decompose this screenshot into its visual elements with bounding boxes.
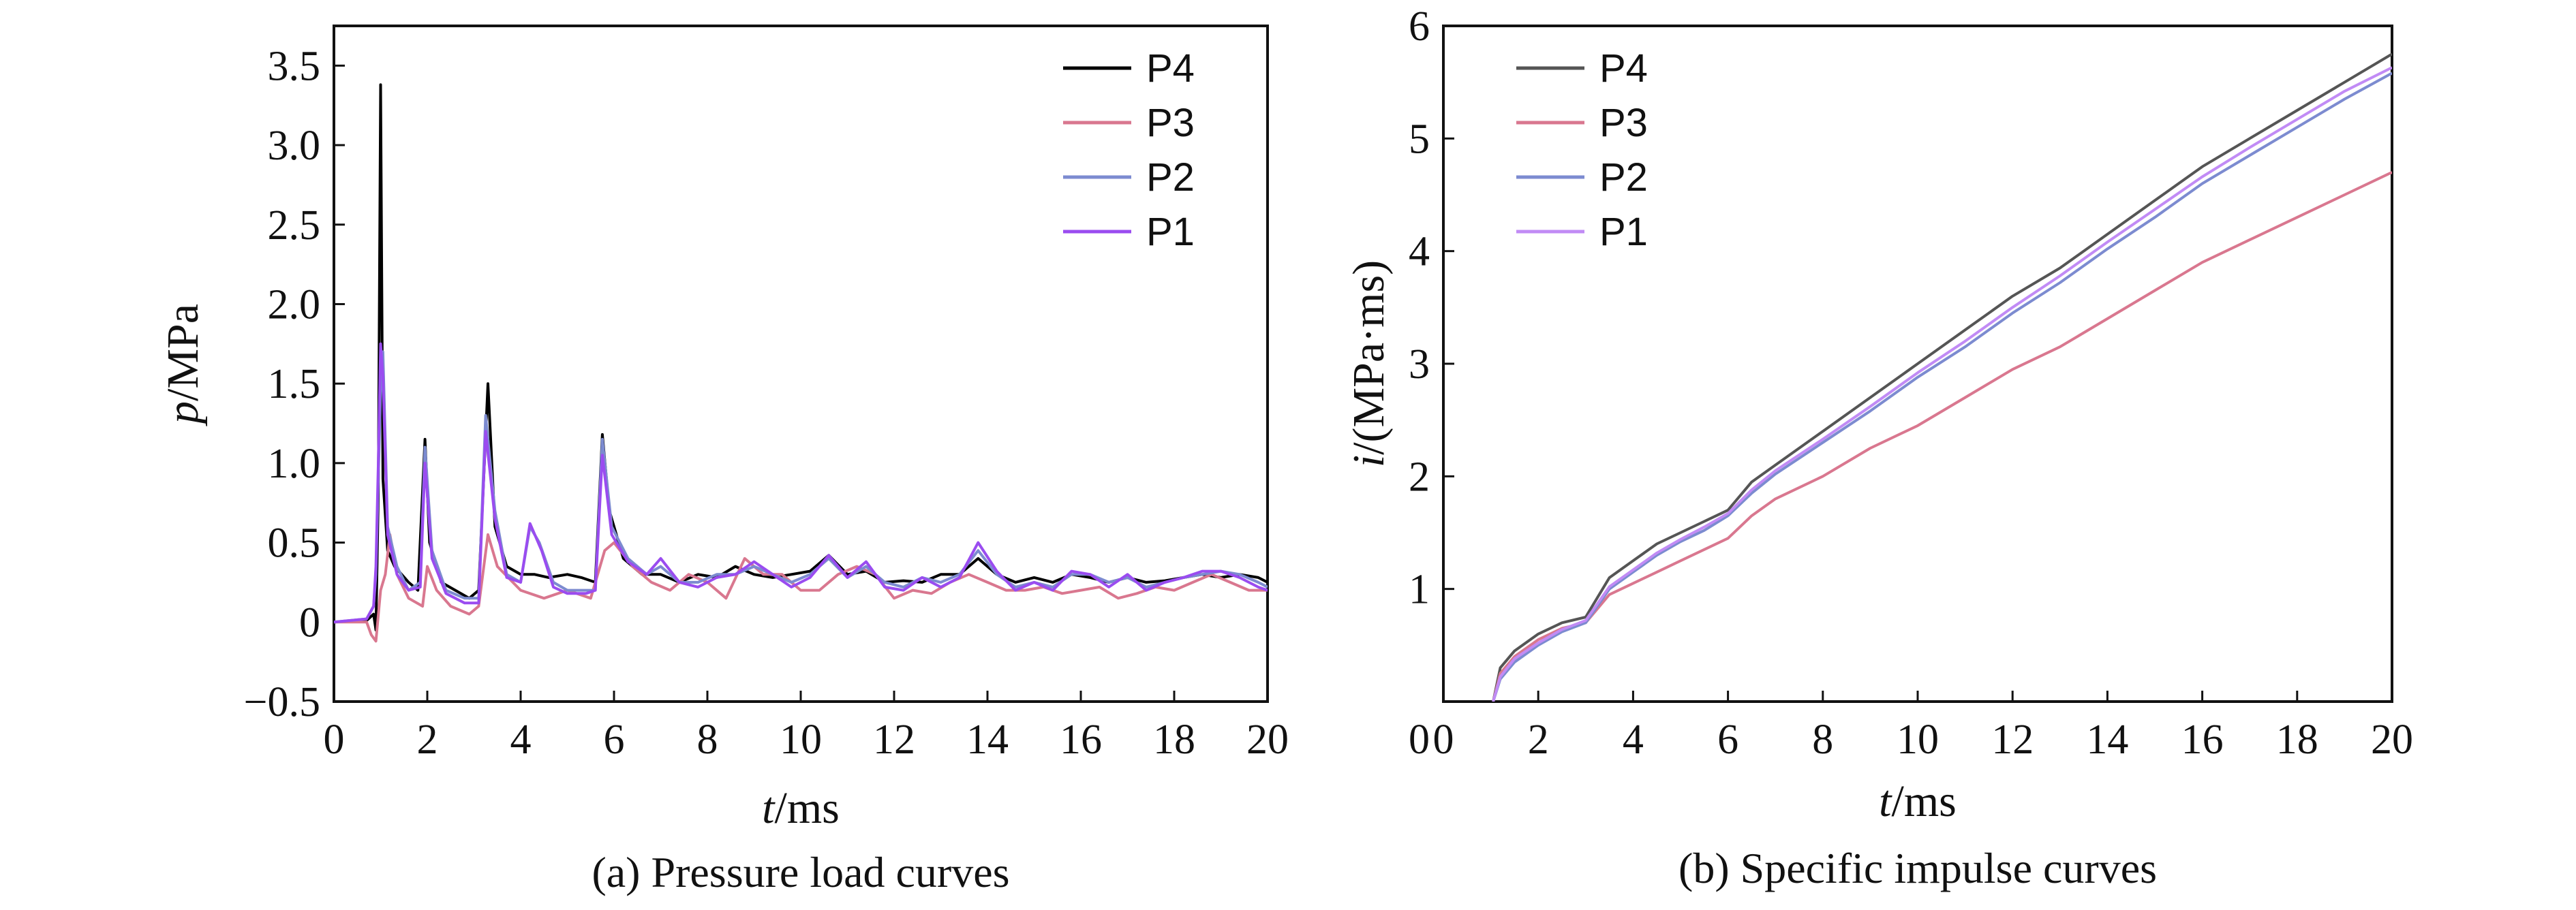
- y-tick-label: 1: [1409, 567, 1430, 613]
- plot-frame: [333, 25, 1269, 703]
- x-tick-label: 10: [780, 717, 822, 763]
- chart-caption: (b) Specific impulse curves: [1678, 844, 2157, 892]
- y-axis-variable: i: [1344, 455, 1394, 467]
- x-tick-label: 16: [2181, 717, 2224, 763]
- chart-caption: (a) Pressure load curves: [592, 848, 1009, 896]
- series-line-p2: [1492, 72, 2392, 702]
- x-tick-label: 10: [1897, 717, 1939, 763]
- series-line-p1: [334, 342, 1268, 624]
- x-tick-label: 6: [604, 717, 625, 763]
- y-tick-label: 3.0: [268, 123, 321, 169]
- series-line-p1: [1492, 66, 2392, 702]
- x-tick-label: 8: [1812, 717, 1833, 763]
- x-axis-variable: t: [1879, 776, 1892, 826]
- x-tick-label: 18: [1153, 717, 1195, 763]
- series-line-p4: [1492, 52, 2392, 702]
- x-tick-label: 12: [873, 717, 915, 763]
- series-lines: [334, 83, 1268, 643]
- x-tick-label: 12: [1991, 717, 2034, 763]
- x-tick-label: 14: [2086, 717, 2128, 763]
- x-axis-unit: /ms: [1891, 776, 1956, 826]
- x-tick-label: 0: [1433, 717, 1454, 763]
- y-axis-label: i/(MPa·ms): [1344, 260, 1394, 467]
- x-tick-label: 18: [2276, 717, 2318, 763]
- x-tick-label: 2: [1528, 717, 1549, 763]
- y-tick-label: 1.0: [268, 441, 321, 487]
- y-tick-label: 0: [299, 599, 320, 646]
- y-tick-label: 6: [1409, 3, 1430, 50]
- x-axis-unit: /ms: [774, 783, 839, 833]
- x-tick-label: 16: [1060, 717, 1102, 763]
- x-tick-label: 4: [510, 717, 532, 763]
- y-tick-label: 1.5: [268, 361, 321, 407]
- y-tick-label: 2.0: [268, 281, 321, 328]
- legend-label-p1: P1: [1599, 210, 1648, 254]
- pressure-chart: 0 2 4 6 8 10 12 14 16 18 20−0.500.51.01.52.02.53.0…: [158, 25, 1289, 896]
- y-tick-label: 5: [1409, 116, 1430, 162]
- y-axis-unit: /(MPa·ms): [1344, 260, 1394, 455]
- origin-tick-label: 0: [1409, 717, 1430, 763]
- x-tick-label: 0: [324, 717, 345, 763]
- legend-label-p4: P4: [1146, 46, 1195, 91]
- y-tick-label: 4: [1409, 229, 1430, 275]
- series-line-p4: [334, 83, 1268, 631]
- legend-label-p2: P2: [1146, 155, 1195, 200]
- x-tick-label: 14: [966, 717, 1009, 763]
- y-axis-label: p/MPa: [158, 304, 208, 426]
- legend: P4 P3 P2 P1: [1063, 46, 1195, 254]
- y-tick-label: 2: [1409, 454, 1430, 500]
- y-tick-label: −0.5: [244, 679, 320, 725]
- y-tick-label: 0.5: [268, 520, 321, 567]
- y-tick-label: 3.5: [268, 43, 321, 89]
- x-tick-label: 2: [417, 717, 438, 763]
- y-axis-variable: p: [158, 401, 208, 426]
- legend-label-p1: P1: [1146, 210, 1195, 254]
- x-axis-variable: t: [762, 783, 776, 833]
- x-tick-label: 8: [697, 717, 718, 763]
- y-tick-label: 2.5: [268, 202, 321, 249]
- x-axis-label: t/ms: [1879, 776, 1957, 826]
- series-lines: [1492, 52, 2392, 702]
- x-tick-label: 20: [2371, 717, 2413, 763]
- x-tick-label: 6: [1717, 717, 1738, 763]
- legend-label-p3: P3: [1599, 101, 1648, 145]
- series-line-p3: [334, 533, 1268, 643]
- legend-label-p2: P2: [1599, 155, 1648, 200]
- legend: P4 P3 P2 P1: [1516, 46, 1648, 254]
- legend-label-p3: P3: [1146, 101, 1195, 145]
- x-tick-label: 20: [1246, 717, 1289, 763]
- x-tick-label: 4: [1623, 717, 1644, 763]
- y-axis-unit: /MPa: [158, 304, 208, 401]
- ticks-and-tick-labels: 0 2 4 6 8 10 12 14 16 18 20−0.500.51.01.52.02.53.0…: [244, 43, 1289, 763]
- legend-label-p4: P4: [1599, 46, 1648, 91]
- y-tick-label: 3: [1409, 341, 1430, 388]
- x-axis-label: t/ms: [762, 783, 840, 833]
